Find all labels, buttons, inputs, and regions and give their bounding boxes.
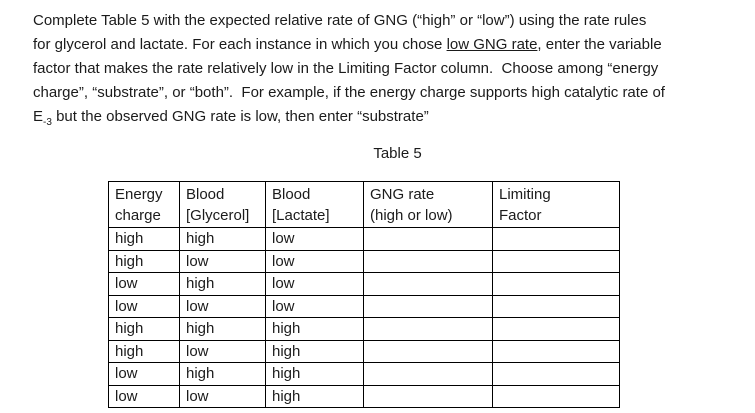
gng-rate-input-cell[interactable] [363,294,493,318]
table-cell: high [265,384,364,408]
paragraph-line: Complete Table 5 with the expected relat… [33,9,665,33]
table-cell: high [179,362,266,386]
table-row: low low high [108,384,620,408]
table-cell: low [179,294,266,318]
table-cell: low [108,294,180,318]
table-cell: low [108,272,180,296]
gng-rate-input-cell[interactable] [363,272,493,296]
paragraph-line: factor that makes the rate relatively lo… [33,57,665,81]
table-row: high high high [108,317,620,341]
table-cell: high [179,317,266,341]
paragraph-segment: for glycerol and lactate. For each insta… [33,36,447,53]
column-header-blood-glycerol: Blood [Glycerol] [179,181,266,228]
paragraph-segment: but the observed GNG rate is low, then e… [51,108,429,125]
table-cell: low [265,249,364,273]
paragraph-line: E-3 but the observed GNG rate is low, th… [33,105,665,129]
table-cell: high [265,362,364,386]
table-row: low high low [108,272,620,296]
table-5: Energy charge Blood [Glycerol] Blood [Lact… [108,181,620,408]
table-row: low low low [108,294,620,318]
limiting-factor-input-cell[interactable] [492,362,620,386]
column-header-gng-rate: GNG rate (high or low) [363,181,493,228]
gng-rate-input-cell[interactable] [363,339,493,363]
paragraph-line: charge”, “substrate”, or “both”. For exa… [33,81,665,105]
table-caption: Table 5 [373,145,422,162]
table-row: high high low [108,227,620,251]
limiting-factor-input-cell[interactable] [492,339,620,363]
paragraph-segment-subscript: -3 [43,117,52,128]
table-cell: low [179,249,266,273]
column-header-limiting-factor: Limiting Factor [492,181,620,228]
table-cell: high [179,272,266,296]
paragraph-segment-underline: low GNG rate [446,36,538,53]
table-cell: low [265,272,364,296]
limiting-factor-input-cell[interactable] [492,227,620,251]
table-cell: high [108,227,180,251]
limiting-factor-input-cell[interactable] [492,294,620,318]
instructions-paragraph: Complete Table 5 with the expected relat… [33,9,665,129]
header-row: Energy charge Blood [Glycerol] Blood [Lact… [108,181,620,228]
table-header-row: Energy charge Blood [Glycerol] Blood [Lact… [108,181,620,228]
paragraph-segment: E [33,108,44,125]
paragraph-segment: Complete Table 5 with the expected relat… [33,12,647,29]
gng-rate-input-cell[interactable] [363,362,493,386]
limiting-factor-input-cell[interactable] [492,317,620,341]
table-cell: high [265,339,364,363]
gng-rate-input-cell[interactable] [363,249,493,273]
table-row: high low low [108,249,620,273]
table-cell: low [108,384,180,408]
paragraph-segment: factor that makes the rate relatively lo… [33,60,659,77]
limiting-factor-input-cell[interactable] [492,384,620,408]
column-header-energy-charge: Energy charge [108,181,180,228]
table-cell: low [265,294,364,318]
table-cell: low [265,227,364,251]
paragraph-segment: , enter the variable [537,36,662,53]
table-cell: high [108,249,180,273]
limiting-factor-input-cell[interactable] [492,249,620,273]
table-cell: low [179,384,266,408]
limiting-factor-input-cell[interactable] [492,272,620,296]
gng-rate-input-cell[interactable] [363,227,493,251]
table-body: high high low high low low low high low low low low… [108,227,620,408]
column-header-blood-lactate: Blood [Lactate] [265,181,364,228]
table-cell: low [108,362,180,386]
table-cell: high [108,339,180,363]
table-row: low high high [108,362,620,386]
paragraph-segment: charge”, “substrate”, or “both”. For exa… [33,84,665,101]
gng-rate-input-cell[interactable] [363,317,493,341]
gng-rate-input-cell[interactable] [363,384,493,408]
table-cell: low [179,339,266,363]
table-row: high low high [108,339,620,363]
paragraph-line: for glycerol and lactate. For each insta… [33,33,665,57]
table-cell: high [108,317,180,341]
table-cell: high [179,227,266,251]
table-cell: high [265,317,364,341]
